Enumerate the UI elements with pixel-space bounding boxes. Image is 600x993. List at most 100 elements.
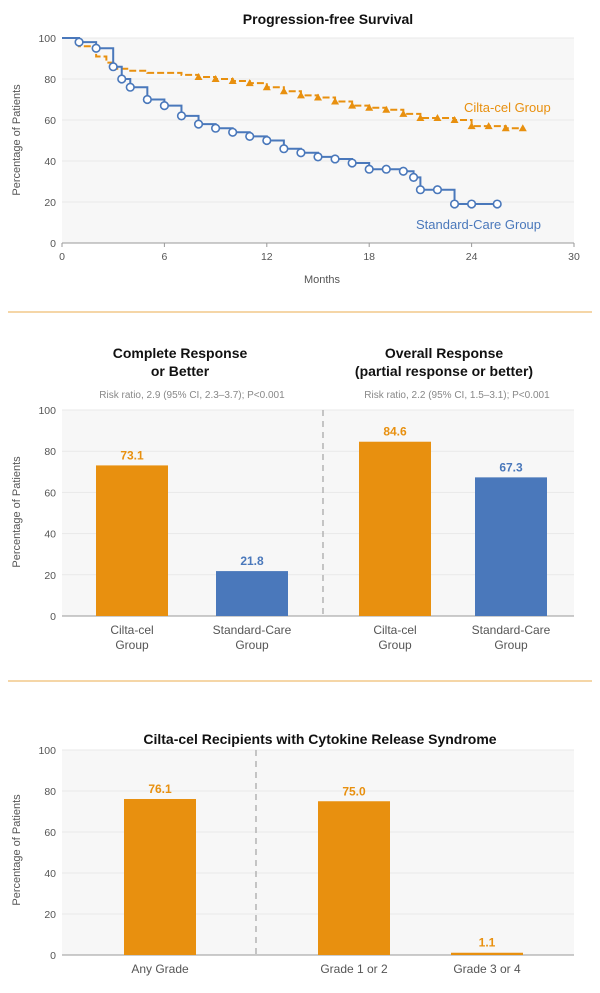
resp-bar	[359, 441, 431, 616]
standard-censor-marker	[125, 82, 135, 92]
resp-ytick-label: 20	[44, 570, 56, 582]
cilta-censor-marker	[433, 113, 442, 121]
standard-censor-marker	[313, 152, 323, 162]
resp-category-label: Group	[378, 638, 412, 652]
cilta-censor-marker	[382, 105, 391, 113]
crs-bar-value: 75.0	[342, 784, 366, 798]
standard-censor-marker	[108, 62, 118, 72]
pfs-plot-area	[62, 38, 574, 243]
standard-censor-marker	[74, 37, 84, 47]
resp-bar-value: 21.8	[240, 554, 264, 568]
standard-censor-marker	[381, 164, 391, 174]
cilta-censor-marker	[365, 103, 374, 111]
cilta-censor-marker	[501, 124, 510, 132]
resp-category-label: Standard-Care	[472, 623, 551, 637]
crs-category-label: Grade 3 or 4	[453, 962, 521, 976]
crs-ytick-label: 80	[44, 786, 56, 798]
standard-censor-marker	[142, 94, 152, 105]
standard-censor-marker	[176, 111, 187, 121]
standard-censor-marker	[159, 101, 169, 111]
crs-title: Cilta-cel Recipients with Cytokine Relea…	[143, 731, 496, 747]
cilta-censor-marker	[314, 93, 322, 101]
pfs-xtick-label: 24	[466, 251, 478, 263]
standard-censor-marker	[408, 172, 419, 182]
standard-censor-marker	[91, 43, 101, 53]
resp-bar-value: 73.1	[120, 448, 144, 462]
standard-censor-marker	[347, 158, 357, 168]
or-subtitle: Risk ratio, 2.2 (95% CI, 1.5–3.1); P<0.0…	[364, 390, 550, 401]
cilta-censor-marker	[211, 75, 220, 82]
pfs-xtick-label: 0	[59, 251, 65, 263]
cr-title-line1: Complete Response	[113, 345, 248, 361]
response-chart: Complete Response or Better Risk ratio, …	[11, 345, 574, 652]
crs-bar	[318, 801, 390, 955]
cilta-censor-marker	[296, 91, 305, 99]
resp-category-label: Group	[494, 638, 528, 652]
standard-censor-marker	[279, 144, 289, 154]
resp-bar	[216, 571, 288, 616]
crs-ytick-label: 0	[50, 950, 56, 962]
crs-bar	[124, 798, 196, 955]
cilta-censor-marker	[245, 79, 254, 87]
cilta-censor-marker	[416, 113, 425, 121]
standard-censor-marker	[449, 199, 460, 209]
cr-subtitle: Risk ratio, 2.9 (95% CI, 2.3–3.7); P<0.0…	[99, 390, 285, 401]
cilta-series-label: Cilta-cel Group	[464, 100, 551, 115]
resp-ytick-label: 100	[38, 405, 56, 417]
standard-censor-marker	[492, 199, 502, 209]
crs-category-label: Grade 1 or 2	[320, 962, 388, 976]
resp-category-label: Standard-Care	[213, 623, 292, 637]
cilta-censor-marker	[262, 83, 271, 91]
standard-censor-marker	[330, 154, 340, 164]
crs-bar	[451, 952, 523, 955]
resp-bar-value: 67.3	[499, 460, 523, 474]
pfs-xtick-label: 6	[161, 251, 167, 263]
resp-category-label: Group	[235, 638, 269, 652]
pfs-ytick-label: 60	[44, 115, 56, 127]
resp-bar	[96, 465, 168, 616]
resp-ytick-label: 60	[44, 487, 56, 499]
cilta-line	[62, 37, 523, 130]
standard-censor-marker	[211, 123, 221, 133]
pfs-xtick-label: 18	[363, 251, 375, 263]
cilta-censor-marker	[467, 122, 476, 130]
resp-category-label: Cilta-cel	[373, 623, 416, 637]
standard-censor-marker	[415, 185, 426, 195]
crs-ytick-label: 40	[44, 868, 56, 880]
pfs-xlabel: Months	[304, 274, 341, 286]
cilta-censor-marker	[279, 87, 288, 95]
standard-censor-marker	[432, 185, 443, 195]
pfs-ylabel: Percentage of Patients	[11, 84, 23, 196]
pfs-ytick-label: 40	[44, 156, 56, 168]
standard-censor-marker	[296, 148, 306, 158]
standard-censor-marker	[117, 74, 127, 84]
resp-bar-value: 84.6	[383, 425, 407, 439]
pfs-ytick-label: 0	[50, 238, 56, 250]
cilta-censor-marker	[518, 124, 527, 132]
resp-bar	[475, 477, 547, 616]
pfs-xtick-label: 30	[568, 251, 580, 263]
pfs-ytick-label: 80	[44, 74, 56, 86]
cr-title-line2: or Better	[151, 363, 210, 379]
cilta-censor-marker	[450, 116, 459, 123]
crs-bar-value: 1.1	[479, 936, 496, 950]
standard-series-label: Standard-Care Group	[416, 217, 541, 232]
or-title-line2: (partial response or better)	[355, 363, 533, 379]
crs-category-label: Any Grade	[131, 962, 189, 976]
cilta-censor-marker	[484, 122, 493, 130]
pfs-title: Progression-free Survival	[243, 11, 413, 27]
resp-ytick-label: 40	[44, 529, 56, 541]
pfs-chart: Progression-free Survival 0 20 40 60 80 100 0…	[11, 11, 580, 286]
cilta-censor-marker	[331, 97, 340, 105]
standard-censor-marker	[364, 164, 374, 174]
standard-censor-marker	[398, 166, 408, 176]
crs-bar-value: 76.1	[148, 782, 172, 796]
pfs-ytick-label: 20	[44, 197, 56, 209]
cilta-censor-marker	[194, 72, 203, 80]
standard-censor-marker	[193, 119, 204, 129]
standard-censor-marker	[245, 131, 255, 141]
cilta-censor-marker	[348, 101, 357, 109]
standard-censor-marker	[228, 127, 238, 137]
crs-ylabel: Percentage of Patients	[11, 794, 23, 906]
